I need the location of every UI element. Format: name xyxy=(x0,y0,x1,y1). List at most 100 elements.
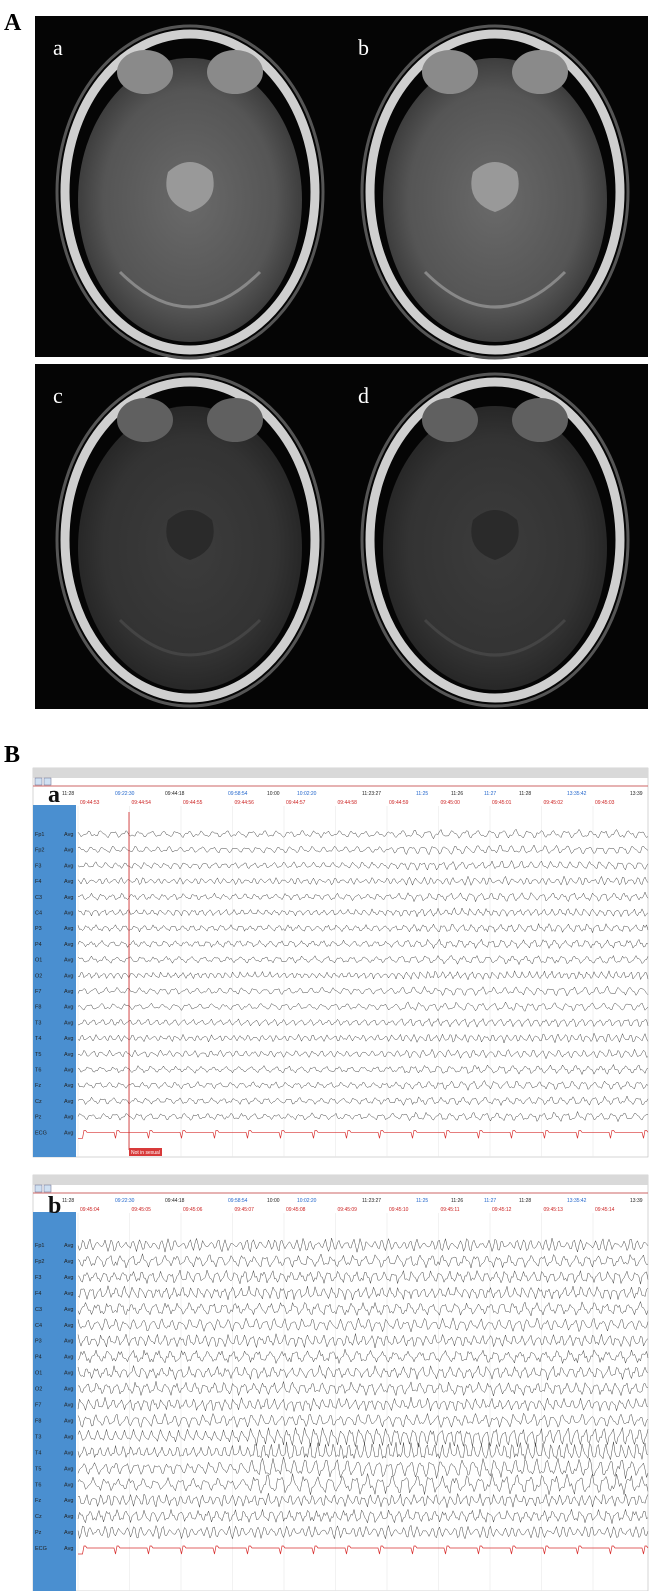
header-time: 11:26 xyxy=(451,1198,463,1204)
scalp xyxy=(360,24,630,360)
eeg-trace xyxy=(77,1048,649,1060)
eeg-trace xyxy=(77,1427,649,1448)
toolbar-button xyxy=(43,1184,52,1193)
reference-label: Avg xyxy=(64,1068,73,1074)
channel-label: T6 xyxy=(35,1068,41,1074)
row-time: 09:44:57 xyxy=(286,800,306,806)
eeg-trace xyxy=(77,1381,649,1397)
brainstem xyxy=(166,162,214,212)
eeg-trace xyxy=(77,1080,649,1092)
reference-label: Avg xyxy=(64,1546,73,1552)
channel-label: O2 xyxy=(35,1387,42,1393)
eeg-trace xyxy=(77,1095,649,1107)
header-time: 11:28 xyxy=(62,1198,74,1204)
reference-label: Avg xyxy=(64,958,73,964)
skull xyxy=(60,377,320,703)
eeg-trace xyxy=(77,1333,649,1349)
header-time: 11:28 xyxy=(62,791,74,797)
channel-label: O1 xyxy=(35,958,42,964)
event-marker-label: Not in sexual xyxy=(131,1150,160,1156)
eeg-trace xyxy=(77,1252,649,1269)
toolbar-button xyxy=(43,777,52,786)
eeg-background xyxy=(32,767,649,1158)
eeg-trace xyxy=(78,1545,649,1555)
header-time: 09:22:30 xyxy=(115,791,135,797)
brainstem xyxy=(166,510,214,560)
reference-label: Avg xyxy=(64,926,73,932)
header-time: 11:25 xyxy=(416,791,428,797)
panel-label: B xyxy=(4,742,20,768)
row-time: 09:45:00 xyxy=(441,800,461,806)
eeg-trace xyxy=(77,1524,649,1540)
reference-label: Avg xyxy=(64,1036,73,1042)
eeg-panel-label: a xyxy=(48,782,60,808)
eeg-trace xyxy=(77,1017,649,1028)
toolbar-button xyxy=(34,777,43,786)
reference-label: Avg xyxy=(64,895,73,901)
toolbar-button xyxy=(34,1184,43,1193)
header-time: 11:28 xyxy=(519,1198,531,1204)
reference-label: Avg xyxy=(64,973,73,979)
header-time: 09:44:18 xyxy=(165,1198,185,1204)
header-time: 13:35:42 xyxy=(567,1198,587,1204)
channel-label: P3 xyxy=(35,1339,42,1345)
channel-label: Fp1 xyxy=(35,832,44,838)
reference-label: Avg xyxy=(64,1482,73,1488)
row-time: 09:44:56 xyxy=(235,800,255,806)
scalp xyxy=(55,24,325,360)
reference-label: Avg xyxy=(64,1498,73,1504)
header-time: 10:02:20 xyxy=(297,1198,317,1204)
header-time: 11:23:27 xyxy=(362,791,381,797)
reference-label: Avg xyxy=(64,1371,73,1377)
reference-label: Avg xyxy=(64,879,73,885)
eeg-trace xyxy=(77,1300,649,1317)
skull xyxy=(365,29,625,355)
reference-label: Avg xyxy=(64,1291,73,1297)
eeg-trace xyxy=(77,875,649,886)
reference-label: Avg xyxy=(64,1020,73,1026)
eeg-trace xyxy=(77,1269,649,1285)
header-time: 13:35:42 xyxy=(567,791,587,797)
reference-label: Avg xyxy=(64,863,73,869)
eeg-trace xyxy=(78,1492,649,1508)
row-time: 09:44:59 xyxy=(389,800,409,806)
row-time: 09:45:10 xyxy=(389,1207,409,1213)
orbit xyxy=(207,398,263,442)
channel-label: F7 xyxy=(35,1403,41,1409)
reference-label: Avg xyxy=(64,1514,73,1520)
eeg-background xyxy=(32,1174,649,1591)
reference-label: Avg xyxy=(64,1052,73,1058)
cerebellum xyxy=(423,270,567,309)
reference-label: Avg xyxy=(64,1130,73,1136)
channel-label: T6 xyxy=(35,1482,41,1488)
eeg-trace xyxy=(77,1285,649,1301)
row-time: 09:45:08 xyxy=(286,1207,306,1213)
channel-label: T4 xyxy=(35,1450,41,1456)
reference-label: Avg xyxy=(64,848,73,854)
orbit xyxy=(207,50,263,94)
channel-label: ECG xyxy=(35,1130,47,1136)
eeg-trace xyxy=(77,1457,649,1479)
eeg-trace xyxy=(77,860,649,871)
eeg-trace xyxy=(77,1396,649,1412)
eeg-trace xyxy=(77,1364,649,1381)
reference-label: Avg xyxy=(64,1387,73,1393)
eeg-trace xyxy=(77,1032,649,1044)
eeg-panel-label: b xyxy=(48,1193,61,1219)
header-time: 09:58:54 xyxy=(228,1198,248,1204)
eeg-trace xyxy=(77,1349,649,1365)
channel-label: F3 xyxy=(35,1275,41,1281)
eeg-trace xyxy=(77,828,649,840)
channel-label: C4 xyxy=(35,1323,42,1329)
channel-label: Pz xyxy=(35,1115,42,1121)
row-time: 09:45:13 xyxy=(544,1207,564,1213)
header-time: 11:28 xyxy=(519,791,531,797)
header-time: 11:26 xyxy=(451,791,463,797)
channel-label: Cz xyxy=(35,1099,42,1105)
reference-label: Avg xyxy=(64,989,73,995)
header-time: 09:58:54 xyxy=(228,791,248,797)
reference-label: Avg xyxy=(64,1005,73,1011)
row-time: 09:44:53 xyxy=(80,800,100,806)
brainstem xyxy=(471,162,519,212)
